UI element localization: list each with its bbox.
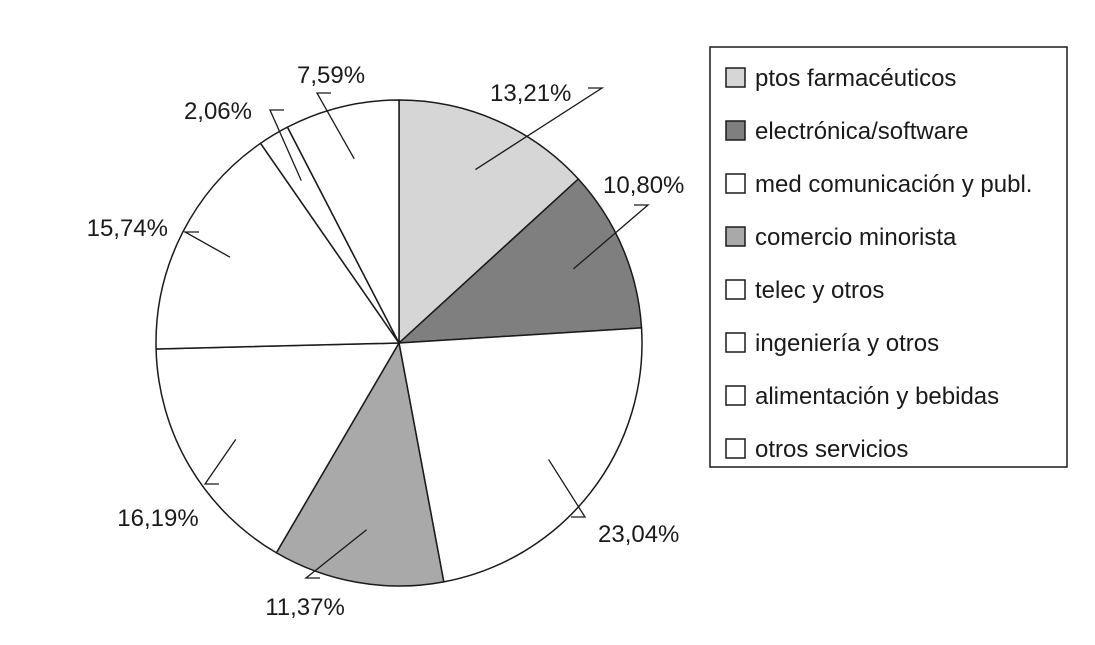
legend-swatch (725, 438, 746, 459)
legend-swatch (725, 120, 746, 141)
slice-percent-label: 16,19% (117, 505, 198, 532)
legend-swatch (725, 385, 746, 406)
pie-slice-1 (398, 99, 580, 344)
legend-swatch (725, 173, 746, 194)
legend-box (709, 46, 1068, 468)
slice-percent-label: 23,04% (598, 521, 679, 548)
legend-entry-label: alimentación y bebidas (755, 383, 999, 410)
legend-swatch (725, 279, 746, 300)
pie-slices (155, 99, 643, 587)
leader-line-8 (315, 92, 355, 160)
pie-slice-3 (398, 327, 643, 583)
leader-line-2 (573, 204, 650, 270)
legend-entry-label: comercio minorista (755, 224, 957, 251)
slice-percent-label: 2,06% (184, 98, 252, 125)
slice-percent-label: 11,37% (265, 594, 345, 621)
slice-percent-label: 13,21% (490, 80, 571, 107)
leader-line-1 (475, 87, 605, 171)
pie-slice-4 (275, 342, 445, 587)
pie-slice-8 (286, 99, 400, 344)
legend-entry-label: med comunicación y publ. (755, 171, 1032, 198)
legend-swatch (725, 67, 746, 88)
legend-entry-label: ingeniería y otros (755, 330, 939, 357)
leader-line-6 (182, 231, 231, 258)
legend-swatch (725, 332, 746, 353)
pie-slice-5 (155, 342, 400, 554)
pie-slice-2 (398, 178, 643, 344)
slice-percent-label: 7,59% (297, 62, 365, 89)
leader-line-7 (269, 109, 302, 181)
pie-leader-lines (182, 87, 650, 579)
pie-percent-labels: 13,21% 10,80% 23,04% 11,37% 16,19% 15,74% 2,06… (87, 62, 685, 621)
leader-line-3 (547, 459, 587, 518)
legend-entry-label: otros servicios (755, 436, 908, 463)
legend-entry-label: ptos farmacéuticos (755, 65, 956, 92)
leader-line-4 (304, 529, 367, 579)
legend-swatch (725, 226, 746, 247)
slice-percent-label: 10,80% (603, 172, 684, 199)
leader-line-5 (203, 438, 237, 485)
legend-entry-label: telec y otros (755, 277, 884, 304)
legend: ptos farmacéuticos electrónica/software me… (709, 46, 1068, 468)
legend-entry-label: electrónica/software (755, 118, 968, 145)
slice-percent-label: 15,74% (87, 215, 168, 242)
pie-slice-6 (155, 142, 400, 350)
